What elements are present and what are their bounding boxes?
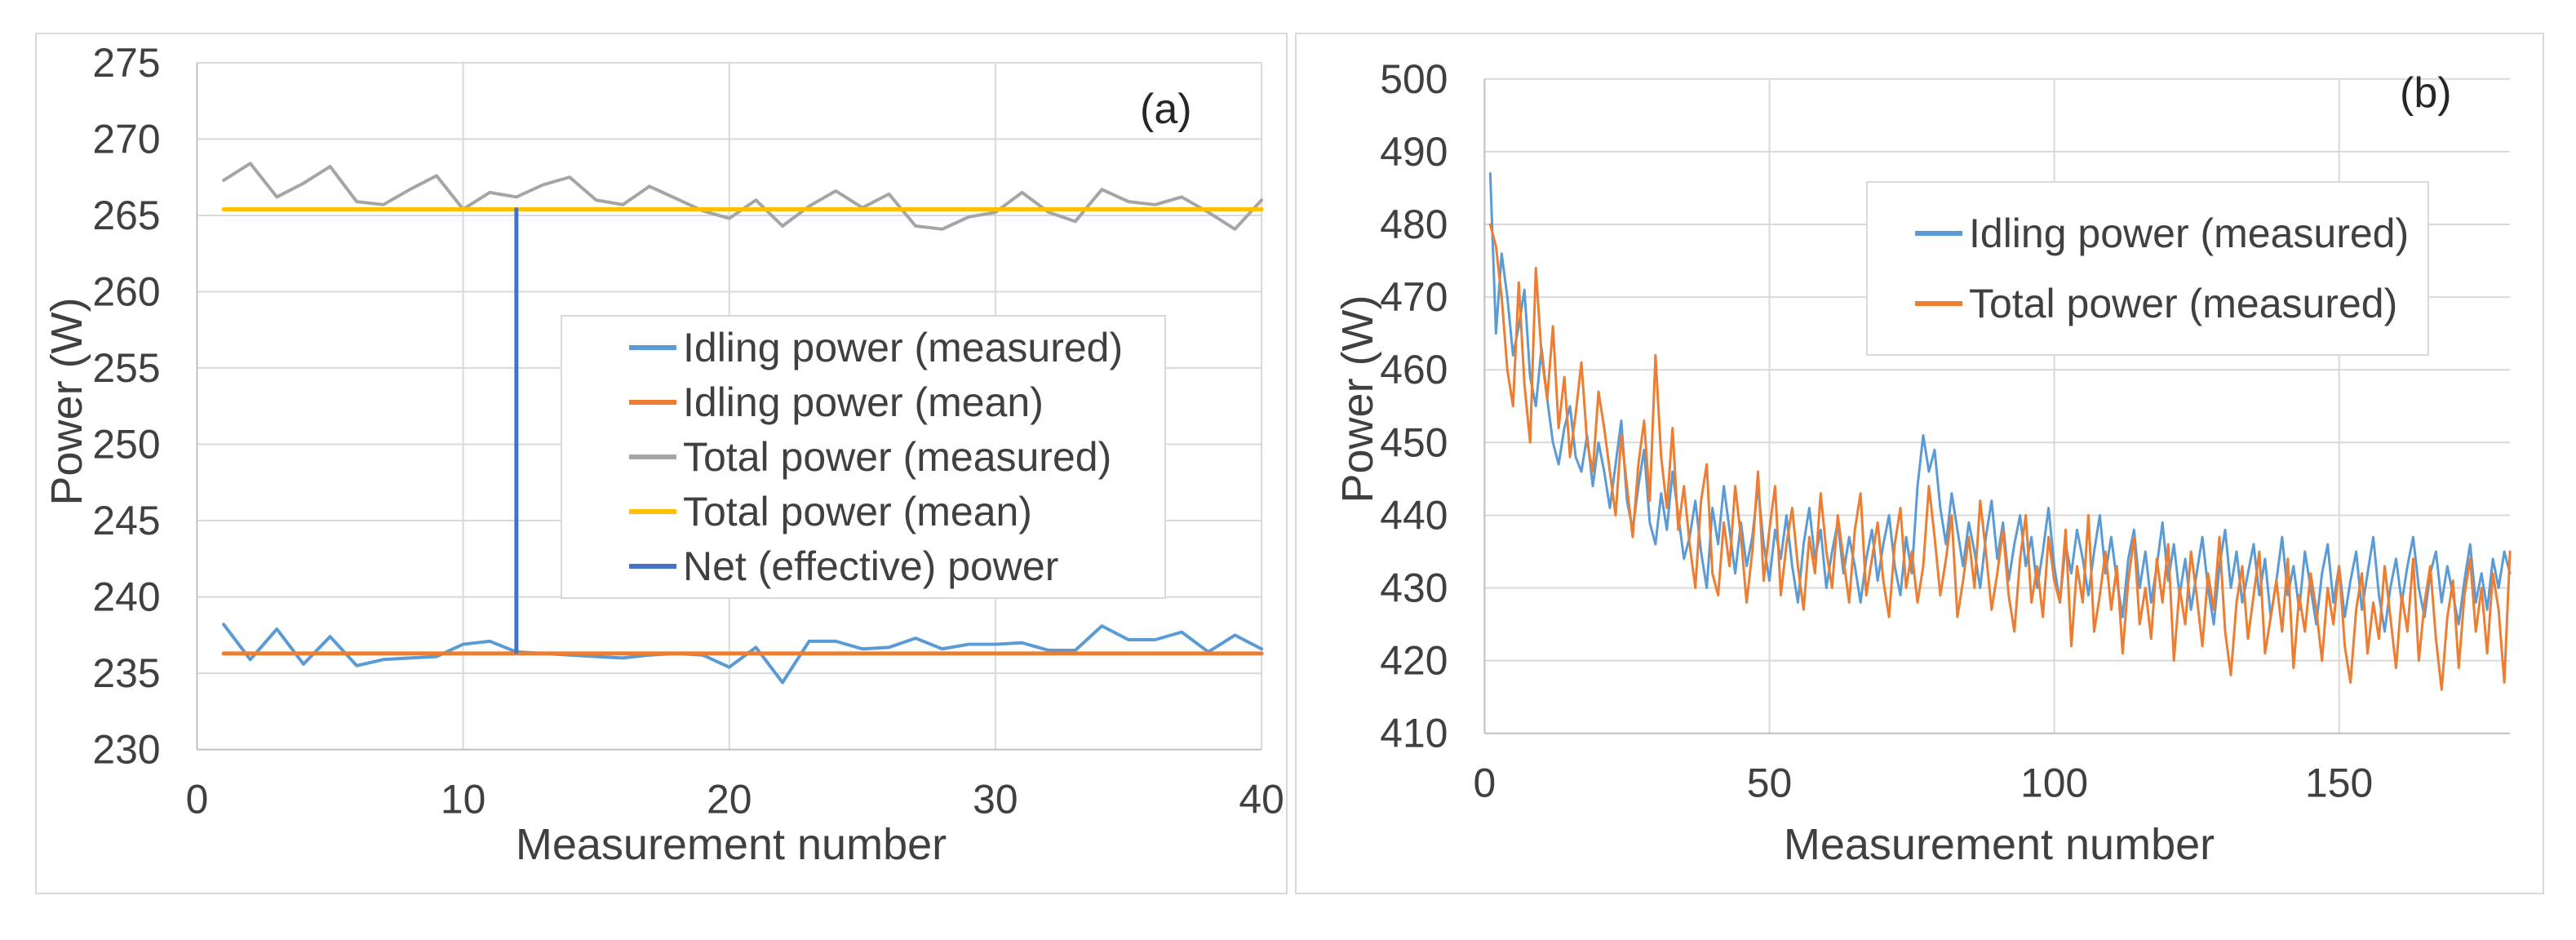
legend-label: Total power (mean) — [683, 489, 1032, 534]
y-tick-labels: 410 420 430 440 450 460 470 480 490 500 — [1380, 56, 1448, 756]
svg-text:230: 230 — [92, 727, 160, 773]
svg-text:40: 40 — [1239, 776, 1284, 822]
svg-text:260: 260 — [92, 269, 160, 315]
panel-label-a: (a) — [1140, 86, 1192, 133]
legend-line-icon — [629, 400, 676, 405]
legend-label: Idling power (measured) — [683, 325, 1124, 370]
svg-text:20: 20 — [707, 776, 752, 822]
x-axis-title-b: Measurement number — [1783, 820, 2215, 869]
svg-text:100: 100 — [2020, 760, 2088, 805]
legend-item-net-effective-power: Net (effective) power — [629, 546, 1164, 587]
panel-label-b: (b) — [2400, 69, 2452, 117]
svg-text:10: 10 — [441, 776, 485, 822]
svg-text:30: 30 — [973, 776, 1018, 822]
svg-text:150: 150 — [2305, 760, 2373, 805]
svg-text:240: 240 — [92, 574, 160, 620]
legend-line-icon — [629, 564, 676, 569]
series-idling-power-measured — [222, 623, 1264, 685]
legend-item-idling-power-measured: Idling power (measured) — [629, 327, 1164, 368]
svg-text:250: 250 — [92, 422, 160, 468]
chart-panel-b: 410 420 430 440 450 460 470 480 490 500 0 50 100 150 … — [1295, 33, 2544, 894]
legend-line-icon — [629, 345, 676, 350]
legend-label: Net (effective) power — [683, 543, 1059, 589]
svg-text:440: 440 — [1380, 492, 1448, 538]
svg-text:270: 270 — [92, 116, 160, 162]
legend-line-icon — [629, 454, 676, 459]
legend-line-icon — [629, 509, 676, 514]
svg-text:470: 470 — [1380, 274, 1448, 320]
legend-item-total-power-measured: Total power (measured) — [1915, 283, 2427, 324]
x-tick-labels: 0 50 100 150 — [1474, 760, 2374, 805]
svg-text:410: 410 — [1380, 711, 1448, 756]
svg-text:500: 500 — [1380, 56, 1448, 102]
svg-text:480: 480 — [1380, 202, 1448, 247]
svg-text:50: 50 — [1747, 760, 1792, 805]
svg-text:235: 235 — [92, 650, 160, 696]
y-axis-title-a: Power (W) — [42, 297, 91, 506]
svg-text:460: 460 — [1380, 347, 1448, 392]
svg-text:430: 430 — [1380, 565, 1448, 611]
legend-label: Total power (measured) — [683, 434, 1112, 480]
svg-text:245: 245 — [92, 498, 160, 543]
axes — [1483, 78, 2511, 734]
chart-a-canvas: 230 235 240 245 250 255 260 265 270 275 0 10 20 30 40 — [92, 40, 1284, 822]
y-axis-title-b: Power (W) — [1333, 295, 1382, 503]
legend-label: Total power (measured) — [1969, 281, 2398, 326]
x-tick-labels: 0 10 20 30 40 — [186, 776, 1284, 822]
legend-item-idling-power-measured: Idling power (measured) — [1915, 213, 2427, 254]
series-total-power-measured — [1488, 223, 2512, 691]
axes — [196, 62, 1262, 751]
svg-text:255: 255 — [92, 345, 160, 391]
x-axis-title-a: Measurement number — [515, 820, 947, 869]
svg-text:0: 0 — [186, 776, 209, 822]
svg-text:0: 0 — [1474, 760, 1496, 805]
legend-label: Idling power (mean) — [683, 379, 1044, 425]
svg-text:275: 275 — [92, 40, 160, 86]
legend-line-icon — [1915, 301, 1962, 306]
legend-item-total-power-measured: Total power (measured) — [629, 437, 1164, 477]
gridlines — [1484, 78, 2511, 734]
chart-panel-a: 230 235 240 245 250 255 260 265 270 275 0 10 20 30 40 … — [35, 33, 1288, 894]
svg-text:450: 450 — [1380, 419, 1448, 465]
legend-label: Idling power (measured) — [1969, 211, 2410, 256]
svg-text:420: 420 — [1380, 638, 1448, 684]
svg-text:490: 490 — [1380, 129, 1448, 175]
legend-b: Idling power (measured) Total power (meas… — [1866, 181, 2429, 356]
series-total-power-measured — [222, 162, 1264, 231]
svg-text:265: 265 — [92, 193, 160, 238]
legend-item-idling-power-mean: Idling power (mean) — [629, 382, 1164, 423]
legend-line-icon — [1915, 231, 1962, 236]
chart-b-canvas: 410 420 430 440 450 460 470 480 490 500 0 50 100 150 — [1380, 56, 2512, 805]
legend-item-total-power-mean: Total power (mean) — [629, 491, 1164, 532]
y-tick-labels: 230 235 240 245 250 255 260 265 270 275 — [92, 40, 160, 773]
legend-a: Idling power (measured) Idling power (mea… — [561, 315, 1166, 599]
